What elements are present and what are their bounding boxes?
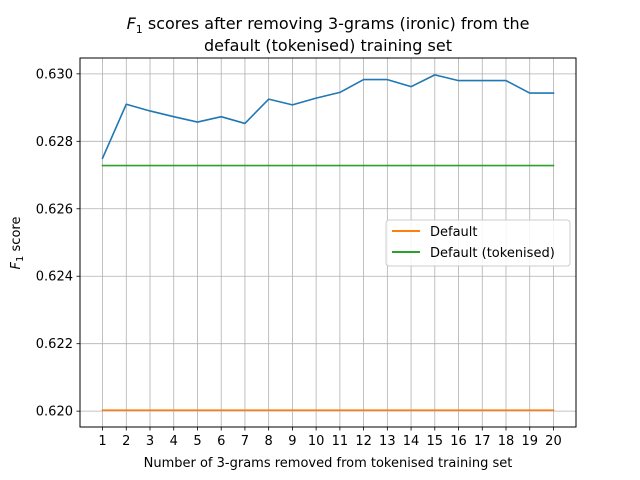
y-tick-label: 0.620: [36, 405, 73, 420]
x-tick-label: 19: [521, 434, 538, 449]
x-tick-label: 5: [193, 434, 201, 449]
chart-title-line-1: F1 scores after removing 3-grams (ironic…: [127, 14, 530, 36]
x-axis-label: Number of 3-grams removed from tokenised…: [144, 456, 513, 471]
legend-label-default: Default: [430, 225, 478, 240]
x-tick-label: 13: [379, 434, 396, 449]
x-tick-label: 10: [308, 434, 325, 449]
x-axis-ticks: 1 2 3 4 5 6 7 8 9 10 11 12 13 14 15 16 17 18 19 20: [98, 427, 562, 449]
plot-area-frame: [79, 57, 577, 428]
legend-box: [385, 219, 571, 267]
chart-title-line-2: default (tokenised) training set: [204, 36, 452, 55]
legend: Default Default (tokenised): [385, 219, 571, 267]
x-tick-label: 20: [545, 434, 562, 449]
x-tick-label: 14: [403, 434, 420, 449]
x-tick-label: 16: [450, 434, 467, 449]
x-tick-label: 8: [265, 434, 273, 449]
x-tick-label: 12: [355, 434, 372, 449]
x-tick-label: 1: [98, 434, 106, 449]
y-tick-label: 0.622: [36, 337, 73, 352]
y-tick-label: 0.624: [36, 270, 73, 285]
x-tick-label: 9: [288, 434, 296, 449]
y-axis-ticks: 0.620 0.622 0.624 0.626 0.628 0.630: [36, 67, 80, 420]
x-tick-label: 3: [146, 434, 154, 449]
y-tick-label: 0.628: [36, 135, 73, 150]
x-tick-label: 7: [241, 434, 249, 449]
f1-series-line: [101, 74, 555, 160]
x-tick-label: 6: [217, 434, 225, 449]
legend-label-default-tokenised: Default (tokenised): [430, 246, 555, 261]
x-tick-label: 11: [332, 434, 349, 449]
chart-title: F1 scores after removing 3-grams (ironic…: [127, 14, 530, 55]
x-tick-label: 4: [170, 434, 178, 449]
y-tick-label: 0.626: [36, 202, 73, 217]
y-tick-label: 0.630: [36, 67, 73, 82]
x-tick-label: 2: [122, 434, 130, 449]
x-tick-label: 17: [474, 434, 491, 449]
x-tick-label: 15: [427, 434, 444, 449]
y-axis-label: F1 score: [9, 217, 26, 270]
x-tick-label: 18: [498, 434, 515, 449]
plot-series: [101, 74, 555, 411]
